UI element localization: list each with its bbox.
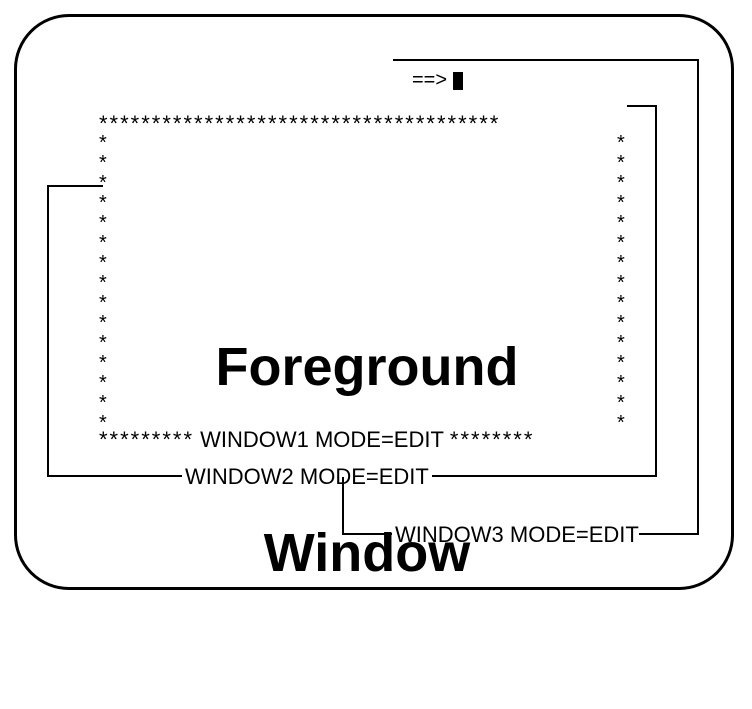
terminal-screen: WINDOW3 MODE=EDIT ==> WINDOW2 MODE=EDIT … [14, 14, 734, 590]
fg-window-border-left: *************** [99, 133, 107, 433]
window2-frame [47, 185, 49, 477]
cursor-icon [453, 72, 463, 90]
window2-frame [47, 185, 103, 187]
window2-frame [627, 105, 657, 107]
window3-frame [639, 533, 699, 535]
fg-window-border-top: ************************************** [99, 111, 500, 137]
fg-title-line1: Foreground [122, 336, 612, 398]
window2-frame [655, 105, 657, 477]
fg-title-line2: Window [122, 522, 612, 584]
command-prompt[interactable]: ==> [412, 69, 463, 92]
fg-window-border-right: *************** [617, 133, 625, 433]
window3-frame [697, 59, 699, 535]
prompt-text: ==> [412, 69, 447, 92]
window3-frame [393, 59, 699, 61]
fg-window-title: Foreground Window [122, 212, 612, 709]
